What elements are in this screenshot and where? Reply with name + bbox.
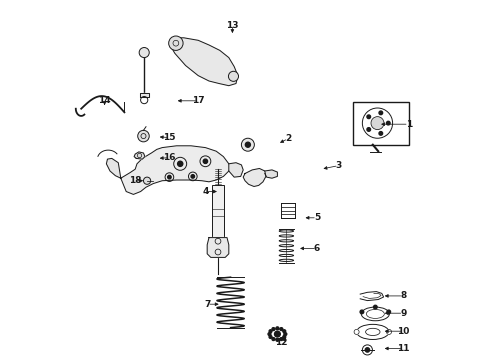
Text: 2: 2 xyxy=(285,134,292,143)
Polygon shape xyxy=(170,38,238,86)
Circle shape xyxy=(367,128,370,131)
Circle shape xyxy=(272,338,275,341)
Circle shape xyxy=(280,328,283,330)
Circle shape xyxy=(373,305,377,309)
Text: 5: 5 xyxy=(314,213,320,222)
Polygon shape xyxy=(106,158,121,178)
Circle shape xyxy=(379,132,383,135)
Text: 8: 8 xyxy=(400,292,407,300)
Circle shape xyxy=(283,330,286,333)
Circle shape xyxy=(139,48,149,58)
Circle shape xyxy=(138,130,149,142)
Text: 13: 13 xyxy=(226,21,239,30)
Circle shape xyxy=(371,117,384,130)
Polygon shape xyxy=(134,152,145,159)
Circle shape xyxy=(354,329,359,334)
Circle shape xyxy=(268,333,271,336)
Polygon shape xyxy=(265,170,277,178)
Polygon shape xyxy=(121,146,229,194)
Polygon shape xyxy=(243,168,266,186)
Polygon shape xyxy=(229,163,243,177)
Text: 16: 16 xyxy=(163,153,175,162)
Circle shape xyxy=(379,111,383,114)
Text: 15: 15 xyxy=(163,133,175,142)
Circle shape xyxy=(387,121,390,125)
Text: 1: 1 xyxy=(406,120,412,129)
Circle shape xyxy=(245,142,250,147)
Circle shape xyxy=(191,175,195,178)
Text: 14: 14 xyxy=(98,96,111,105)
Circle shape xyxy=(168,175,171,179)
Text: 17: 17 xyxy=(192,96,204,105)
Circle shape xyxy=(365,348,369,352)
Circle shape xyxy=(228,71,239,81)
Text: 6: 6 xyxy=(314,244,320,253)
Text: 10: 10 xyxy=(397,327,410,336)
Circle shape xyxy=(280,338,283,341)
Text: 4: 4 xyxy=(202,187,209,196)
Circle shape xyxy=(387,310,391,314)
Circle shape xyxy=(276,338,279,341)
Circle shape xyxy=(276,327,279,330)
Circle shape xyxy=(367,115,370,118)
Polygon shape xyxy=(207,238,229,257)
Circle shape xyxy=(283,336,286,338)
Polygon shape xyxy=(140,93,148,97)
Bar xyxy=(212,185,224,238)
Text: 12: 12 xyxy=(275,338,287,347)
Text: 11: 11 xyxy=(397,344,410,353)
Circle shape xyxy=(284,333,287,336)
Circle shape xyxy=(177,161,183,166)
Circle shape xyxy=(242,138,254,151)
Circle shape xyxy=(269,330,272,333)
Text: 9: 9 xyxy=(400,309,407,318)
Text: 7: 7 xyxy=(204,300,210,309)
Text: 18: 18 xyxy=(129,176,142,185)
Circle shape xyxy=(169,36,183,50)
Circle shape xyxy=(360,310,364,314)
Circle shape xyxy=(272,328,275,330)
Circle shape xyxy=(144,177,151,184)
Text: 3: 3 xyxy=(336,161,342,170)
Bar xyxy=(353,102,409,145)
Circle shape xyxy=(274,331,280,337)
Circle shape xyxy=(387,329,392,334)
Circle shape xyxy=(269,336,272,338)
Circle shape xyxy=(203,159,208,163)
